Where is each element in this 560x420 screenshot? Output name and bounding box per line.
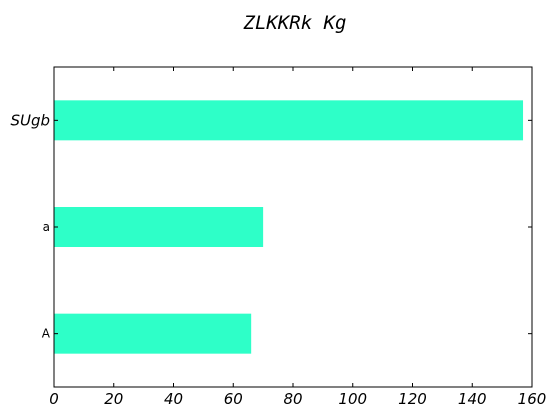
x-tick-label: 20 [104, 390, 123, 408]
x-tick-label: 80 [283, 390, 302, 408]
x-tick-label: 100 [338, 390, 367, 408]
y-tick-label: A [42, 327, 51, 341]
bar [54, 314, 251, 354]
y-tick-label: a [43, 220, 50, 234]
x-tick-label: 160 [518, 390, 547, 408]
chart-title: ZLKKRk Kg [243, 12, 347, 34]
bars-group [54, 100, 523, 353]
bar [54, 207, 263, 247]
x-tick-label: 120 [398, 390, 427, 408]
x-tick-label: 0 [49, 390, 59, 408]
y-tick-label: SUgb [10, 111, 50, 129]
bar [54, 100, 523, 140]
x-tick-label: 140 [458, 390, 487, 408]
x-tick-label: 60 [224, 390, 243, 408]
x-tick-label: 40 [164, 390, 183, 408]
